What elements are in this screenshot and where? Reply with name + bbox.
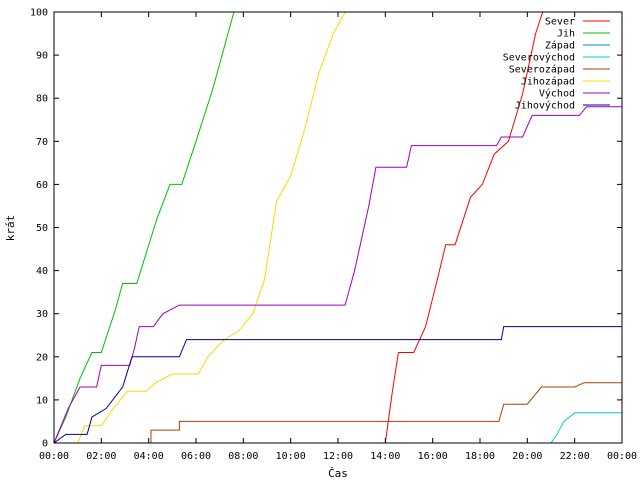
legend-label-7: Jihovýchod (515, 100, 575, 112)
x-tick-label: 06:00 (181, 451, 211, 462)
y-tick-label: 80 (36, 94, 48, 105)
x-tick-label: 18:00 (465, 451, 495, 462)
legend-label-4: Severozápad (509, 64, 575, 76)
y-tick-label: 50 (36, 223, 48, 234)
x-tick-label: 02:00 (86, 451, 116, 462)
chart-legend: SeverJihZápadSeverovýchodSeverozápadJiho… (503, 17, 610, 112)
y-tick-label: 100 (30, 8, 48, 19)
series-line-6 (54, 106, 622, 443)
y-tick-label: 40 (36, 266, 48, 277)
y-tick-label: 60 (36, 180, 48, 191)
x-tick-label: 20:00 (512, 451, 542, 462)
x-tick-label: 10:00 (276, 451, 306, 462)
y-tick-label: 70 (36, 137, 48, 148)
series-line-1 (54, 12, 235, 443)
chart-axes: 0 10 20 30 40 50 60 70 80 90 100 00:00 02:00 04:00 06:… (30, 8, 637, 463)
x-tick-label: 00:00 (607, 451, 637, 462)
x-axis-title: Čas (328, 467, 348, 480)
legend-label-3: Severovýchod (503, 52, 575, 64)
x-tick-label: 12:00 (323, 451, 353, 462)
y-tick-label: 90 (36, 51, 48, 62)
legend-label-5: Jihozápad (521, 76, 575, 88)
legend-label-1: Jih (557, 29, 575, 40)
x-tick-label: 16:00 (418, 451, 448, 462)
y-tick-label: 10 (36, 395, 48, 406)
series-line-0 (384, 12, 544, 443)
series-line-7 (54, 326, 622, 443)
series-line-3 (550, 412, 622, 443)
series-line-4 (54, 382, 622, 443)
legend-label-2: Západ (545, 40, 575, 52)
y-axis-title: krát (4, 215, 17, 242)
x-tick-label: 08:00 (228, 451, 258, 462)
legend-label-6: Východ (539, 88, 575, 100)
y-tick-label: 20 (36, 352, 48, 363)
x-tick-label: 14:00 (370, 451, 400, 462)
x-tick-label: 04:00 (134, 451, 164, 462)
y-tick-label: 30 (36, 309, 48, 320)
series-line-5 (54, 12, 346, 443)
y-tick-label: 0 (42, 439, 48, 450)
x-tick-label: 22:00 (560, 451, 590, 462)
legend-label-0: Sever (545, 17, 575, 28)
chart-series-group (54, 12, 622, 443)
x-tick-label: 00:00 (39, 451, 69, 462)
